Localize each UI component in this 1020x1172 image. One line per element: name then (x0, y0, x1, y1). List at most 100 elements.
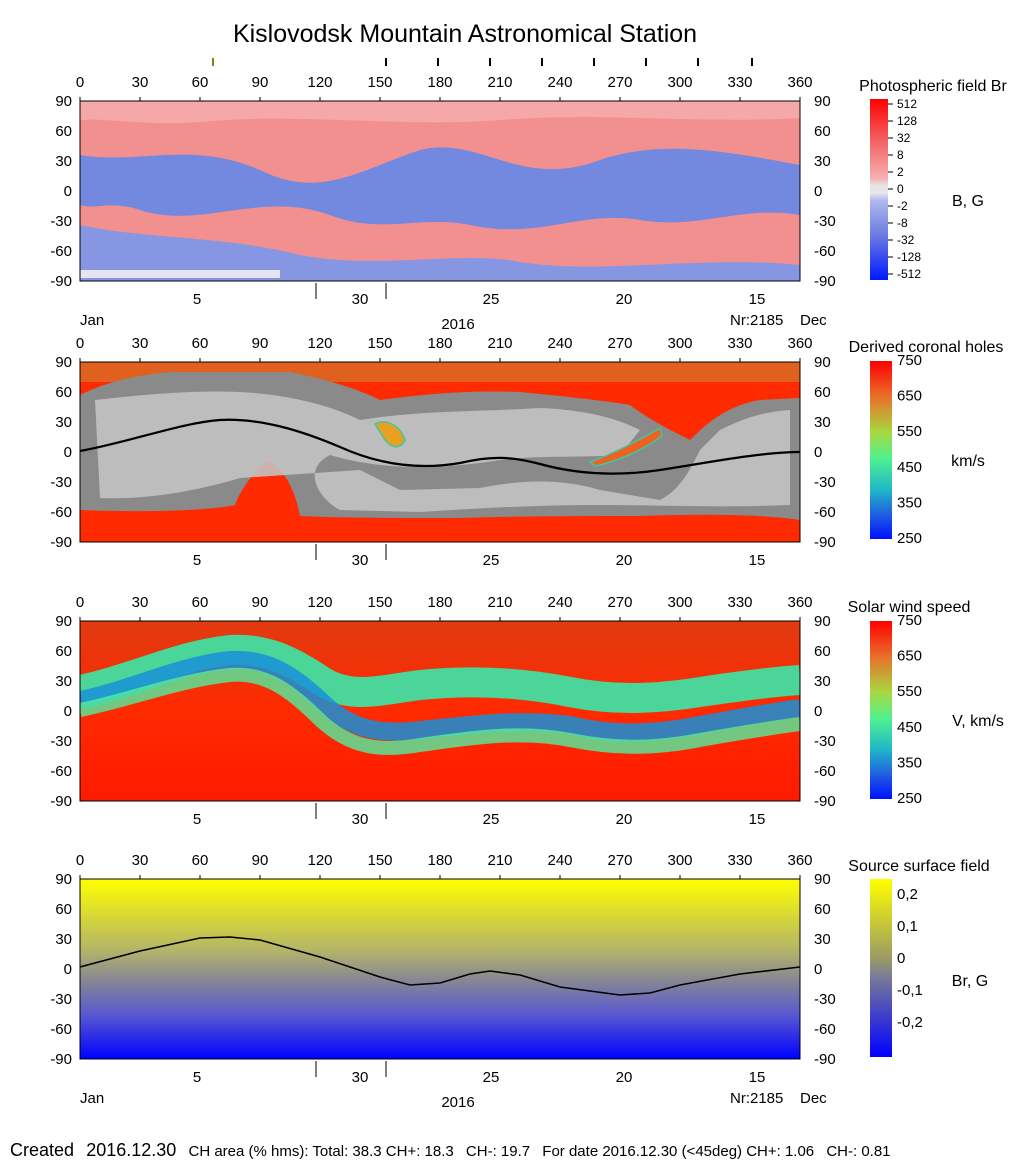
x-tick-label: 210 (487, 594, 512, 611)
y-tick-label-right: 90 (814, 354, 831, 371)
colorbar-label: 350 (897, 754, 922, 771)
y-tick-label-right: 60 (814, 643, 831, 660)
x-tick-label: 360 (787, 74, 812, 91)
created-date: 2016.12.30 (86, 1140, 177, 1160)
y-tick-label: -90 (50, 793, 72, 810)
y-tick-label-right: -30 (814, 991, 836, 1008)
colorbar-label: -0,1 (897, 982, 923, 999)
y-tick-label-right: 0 (814, 444, 822, 461)
x-tick-label: 210 (487, 74, 512, 91)
x-tick-label: 270 (607, 852, 632, 869)
date-tick-label: 25 (483, 811, 500, 828)
y-tick-label: 90 (55, 354, 72, 371)
y-tick-label: 60 (55, 643, 72, 660)
x-tick-label: 0 (76, 852, 84, 869)
date-tick-label: 20 (616, 552, 633, 569)
colorbar-label: -512 (897, 267, 921, 281)
x-tick-label: 60 (192, 74, 209, 91)
y-tick-label-right: 30 (814, 153, 831, 170)
x-tick-label: 240 (547, 335, 572, 352)
x-tick-label: 30 (132, 74, 149, 91)
negative-polar-band (80, 225, 800, 281)
y-tick-label-right: -90 (814, 273, 836, 290)
unit-label: V, km/s (952, 713, 1004, 730)
y-tick-label: -30 (50, 991, 72, 1008)
y-tick-label-right: 90 (814, 871, 831, 888)
x-tick-label: 330 (727, 852, 752, 869)
date-tick-label: 25 (483, 291, 500, 308)
x-tick-label: 60 (192, 594, 209, 611)
x-tick-label: 120 (307, 852, 332, 869)
y-tick-label: -60 (50, 1021, 72, 1038)
date-tick-label: 30 (352, 552, 369, 569)
y-tick-label: 90 (55, 613, 72, 630)
y-tick-label-right: 60 (814, 901, 831, 918)
colorbar-label: 0,2 (897, 886, 918, 903)
created-label: Created (10, 1140, 75, 1160)
colorbar-label: -0,2 (897, 1014, 923, 1031)
for-date-minus: CH-: 0.81 (826, 1143, 891, 1160)
colorbar-label: 8 (897, 148, 904, 162)
y-tick-label-right: 0 (814, 961, 822, 978)
y-tick-label-right: -60 (814, 243, 836, 260)
date-tick-label: 15 (749, 552, 766, 569)
colorbar (870, 621, 892, 799)
negative-field-band (80, 147, 800, 230)
y-tick-label: -30 (50, 474, 72, 491)
y-tick-label: 0 (64, 961, 72, 978)
y-tick-label: 0 (64, 183, 72, 200)
colorbar-label: 32 (897, 131, 911, 145)
colorbar (870, 361, 892, 539)
for-date: For date 2016.12.30 (<45deg) CH+: 1.06 (542, 1143, 815, 1160)
footer: Created 2016.12.30 CH area (% hms): Tota… (10, 1140, 899, 1161)
date-tick-label: 30 (352, 291, 369, 308)
date-tick-label: 20 (616, 811, 633, 828)
year-label: 2016 (441, 316, 474, 333)
month-start-label: Jan (80, 312, 104, 329)
x-tick-label: 120 (307, 74, 332, 91)
panel-title: Source surface field (848, 858, 989, 875)
colorbar-label: 450 (897, 719, 922, 736)
x-tick-label: 240 (547, 852, 572, 869)
y-tick-label: 0 (64, 444, 72, 461)
colorbar-label: -8 (897, 216, 908, 230)
y-tick-label: -30 (50, 213, 72, 230)
x-tick-label: 180 (427, 74, 452, 91)
ch-minus: CH-: 19.7 (465, 1143, 531, 1160)
x-tick-label: 60 (192, 852, 209, 869)
x-tick-label: 330 (727, 594, 752, 611)
x-tick-label: 120 (307, 335, 332, 352)
x-tick-label: 90 (252, 335, 269, 352)
equatorial-coronal-hole (588, 426, 663, 467)
x-tick-label: 300 (667, 335, 692, 352)
y-tick-label-right: 90 (814, 93, 831, 110)
x-tick-label: 270 (607, 594, 632, 611)
unit-label: km/s (951, 453, 985, 470)
date-tick-label: 25 (483, 552, 500, 569)
y-tick-label-right: 0 (814, 183, 822, 200)
y-tick-label: -90 (50, 273, 72, 290)
colorbar-label: 550 (897, 683, 922, 700)
date-tick-label: 20 (616, 1069, 633, 1086)
x-tick-label: 210 (487, 335, 512, 352)
x-tick-label: 330 (727, 335, 752, 352)
x-tick-label: 240 (547, 74, 572, 91)
x-tick-label: 150 (367, 594, 392, 611)
y-tick-label: 30 (55, 414, 72, 431)
y-tick-label-right: -90 (814, 793, 836, 810)
y-tick-label: 90 (55, 871, 72, 888)
polar-gap (80, 270, 280, 278)
y-tick-label-right: -30 (814, 474, 836, 491)
y-tick-label-right: 60 (814, 123, 831, 140)
y-tick-label: -60 (50, 243, 72, 260)
y-tick-label: 60 (55, 123, 72, 140)
date-tick-label: 30 (352, 1069, 369, 1086)
y-tick-label: -60 (50, 763, 72, 780)
colorbar-label: -2 (897, 199, 908, 213)
x-tick-label: 0 (76, 335, 84, 352)
colorbar-label: 450 (897, 459, 922, 476)
y-tick-label-right: 30 (814, 414, 831, 431)
x-tick-label: 90 (252, 852, 269, 869)
